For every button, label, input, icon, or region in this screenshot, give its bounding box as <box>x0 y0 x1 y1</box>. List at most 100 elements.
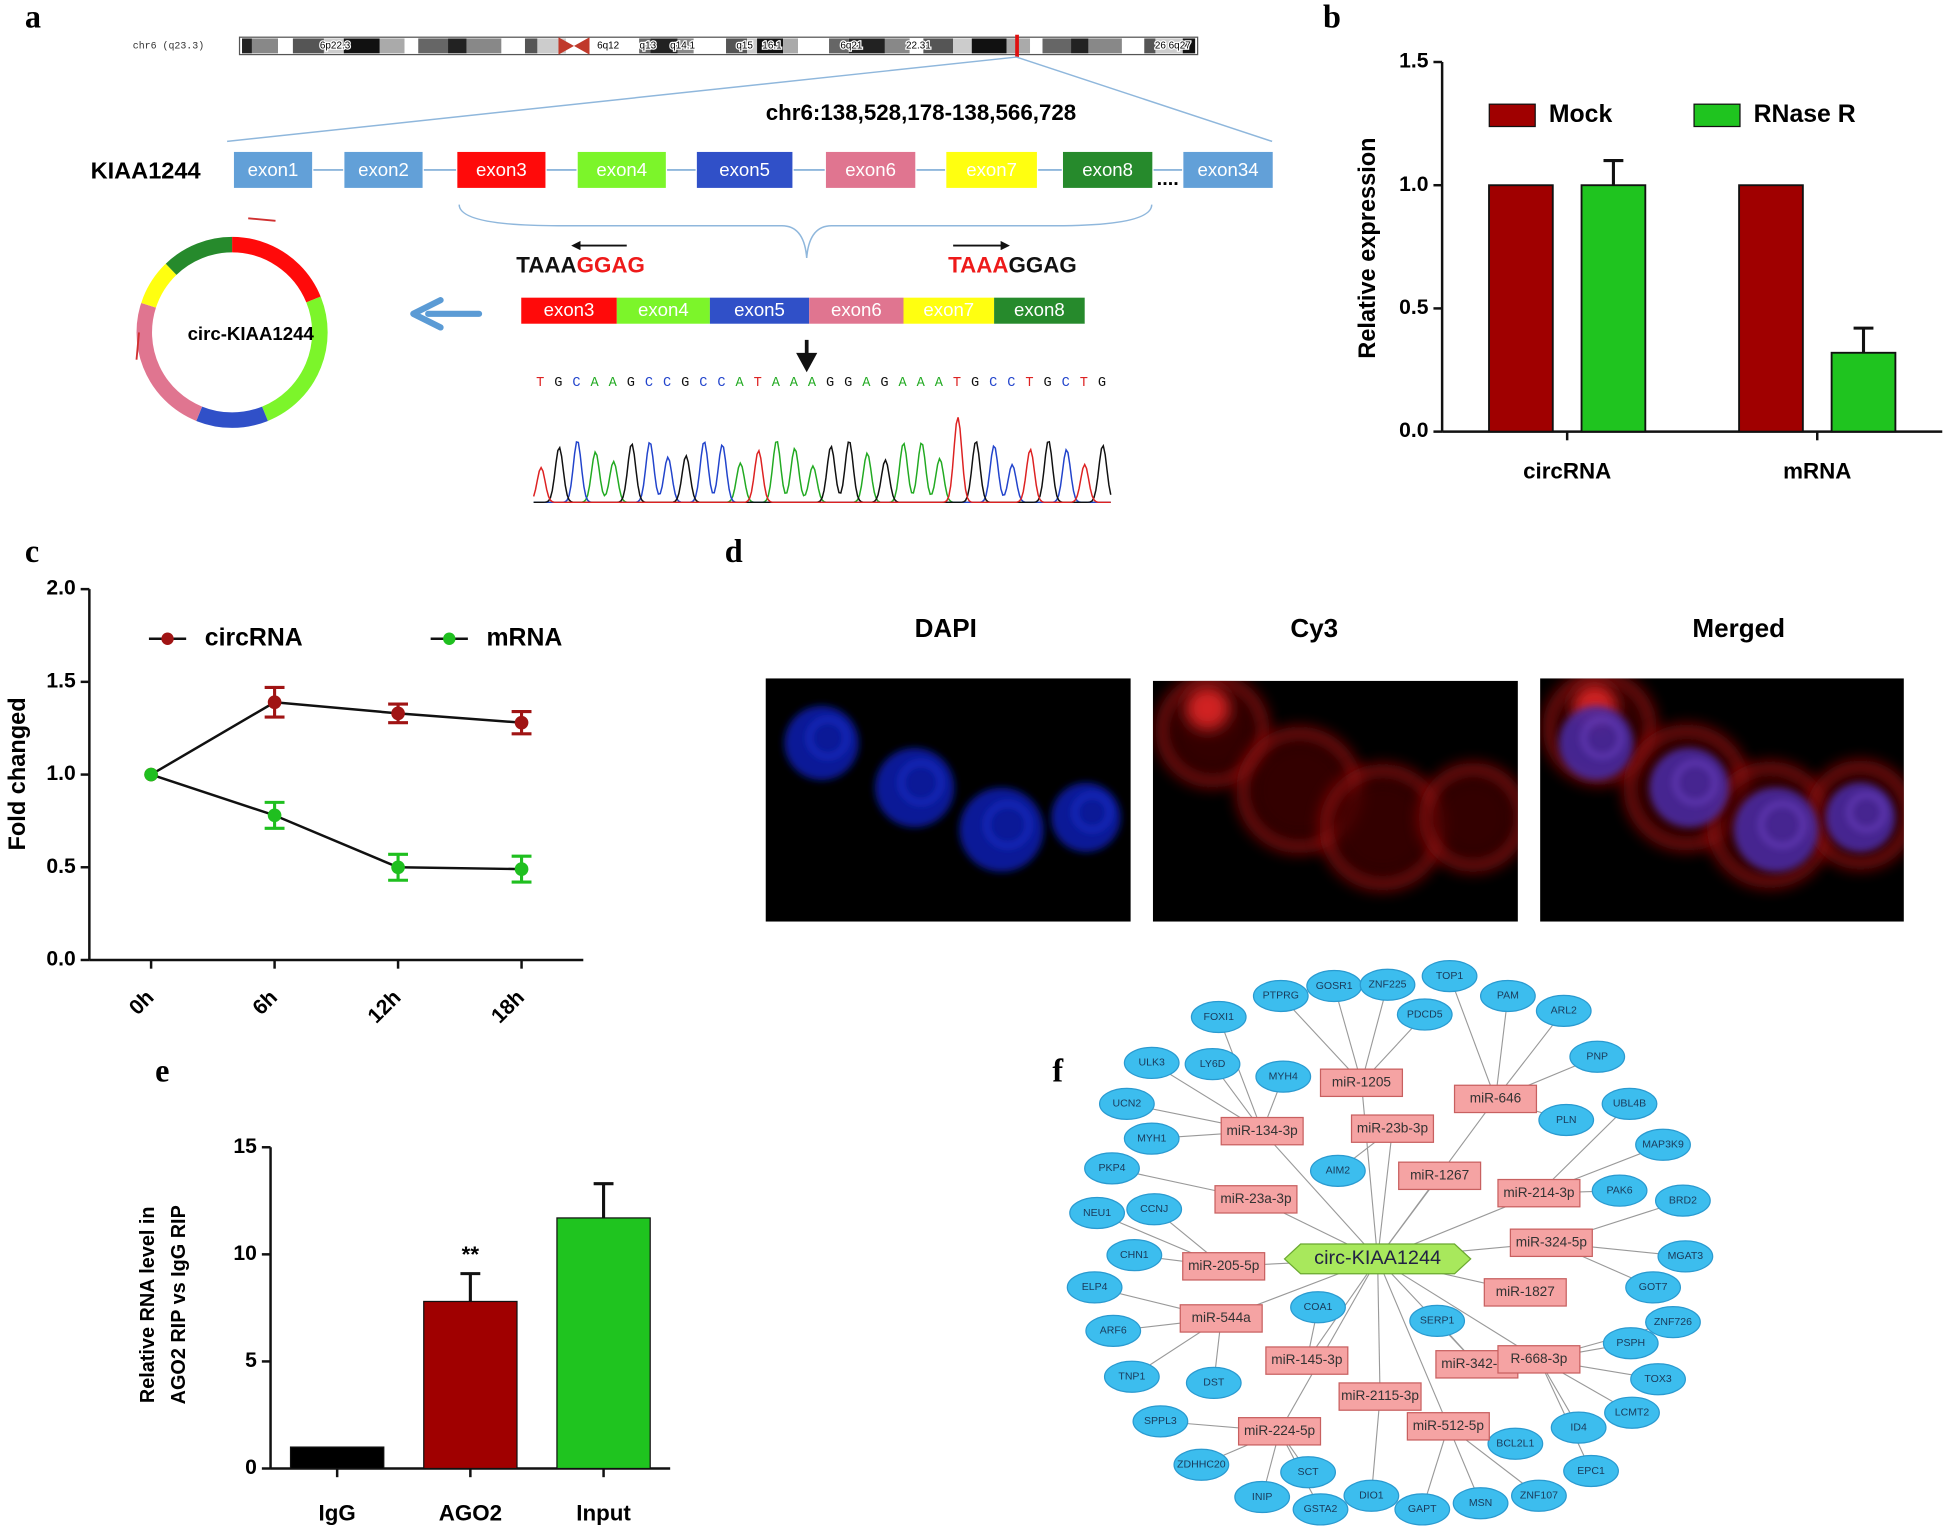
gene-label: UCN2 <box>1113 1098 1142 1110</box>
panel-label: a <box>25 0 41 34</box>
nucleus-texture <box>1673 760 1718 805</box>
legend-label: RNase R <box>1754 101 1856 128</box>
gene-node <box>1645 1306 1701 1339</box>
exon <box>456 150 547 190</box>
arrow <box>410 297 483 331</box>
panel-label: e <box>155 1053 169 1089</box>
base: G <box>844 376 852 391</box>
gene-label: BRD2 <box>1669 1194 1697 1206</box>
gene-label: PTPRG <box>1263 990 1299 1002</box>
chart: 0 5 10 15 Relative RNA level in AGO2 RIP vs I… <box>137 1135 671 1525</box>
chromosome-band <box>1155 38 1183 54</box>
y-tick-label: 0 <box>245 1456 257 1479</box>
legend-swatch <box>1693 103 1741 128</box>
y-axis-label: Relative expression <box>1354 137 1380 358</box>
edge <box>1279 1258 1379 1432</box>
mirna-label: miR-1827 <box>1496 1284 1555 1299</box>
mirna-node <box>1319 1068 1404 1098</box>
base: G <box>627 376 635 391</box>
ring-outline <box>135 235 329 430</box>
gene-label: ZNF107 <box>1520 1490 1558 1502</box>
mirna-label: miR-544a <box>1192 1310 1252 1325</box>
y-tick-label: 10 <box>233 1242 256 1265</box>
exon-label: exon5 <box>719 159 770 180</box>
base: A <box>862 376 871 391</box>
edge <box>1370 1396 1381 1496</box>
gene-node <box>1123 1046 1180 1080</box>
chromosome-band <box>650 38 678 54</box>
chromosome-band <box>404 38 419 54</box>
exon-label: exon2 <box>358 159 409 180</box>
y-tick-label: 0.0 <box>46 948 75 971</box>
image-label: Cy3 <box>1290 613 1338 643</box>
bar <box>423 1300 518 1470</box>
gene-label: MGAT3 <box>1668 1250 1704 1262</box>
gene-label: GAPT <box>1408 1503 1437 1515</box>
point <box>391 706 405 721</box>
chromosome-band <box>909 38 924 54</box>
mirna-label: miR-2115-3p <box>1341 1388 1419 1403</box>
gene-label: CCNJ <box>1140 1203 1168 1215</box>
band-label: 6q21 <box>840 41 863 52</box>
gene-node <box>1132 1405 1189 1438</box>
chromosome-band <box>884 38 910 54</box>
chromosome-band <box>953 38 972 54</box>
gene-label: DIO1 <box>1359 1490 1384 1502</box>
gene-label: PAK6 <box>1607 1184 1633 1196</box>
gene-label: PAM <box>1497 990 1519 1002</box>
y-axis-label: AGO2 RIP vs IgG RIP <box>168 1205 190 1404</box>
band-label: 6q12 <box>597 41 620 52</box>
mirna-label: miR-1205 <box>1332 1074 1391 1089</box>
chromosome-band <box>242 38 252 54</box>
gene-node <box>1309 1154 1366 1187</box>
gene-node <box>1185 1366 1242 1400</box>
gene-label: ELP4 <box>1082 1281 1108 1293</box>
base: G <box>1098 376 1106 391</box>
mirna-label: miR-646 <box>1470 1091 1522 1106</box>
mirna-node <box>1497 1178 1581 1208</box>
y-tick-label: 15 <box>233 1135 257 1158</box>
base: C <box>699 376 707 391</box>
chromosome-band <box>251 38 278 54</box>
x-tick-label: circRNA <box>1523 458 1611 483</box>
bar <box>1738 184 1804 433</box>
chromosome-band <box>1144 38 1156 54</box>
exon-label: exon3 <box>544 299 595 320</box>
line <box>150 700 522 776</box>
point <box>514 715 529 730</box>
gene-node <box>1635 1128 1691 1161</box>
point <box>267 808 282 823</box>
image-content <box>1542 678 1904 889</box>
nucleus-texture <box>1581 717 1623 759</box>
exon <box>809 297 904 324</box>
edge <box>1218 1016 1263 1132</box>
gene-label: ZDHHC20 <box>1177 1459 1226 1471</box>
bar <box>556 1217 651 1470</box>
x-tick-label: mRNA <box>1783 458 1851 483</box>
chromatogram-trace <box>533 440 1111 504</box>
primer-part: GGAG <box>577 253 645 278</box>
base: A <box>899 376 908 391</box>
exon-label: exon6 <box>831 299 882 320</box>
base: C <box>717 376 725 391</box>
edge <box>1280 995 1362 1084</box>
gene-node <box>1103 1360 1160 1393</box>
gene-label: PKP4 <box>1099 1162 1126 1174</box>
chromosome-band <box>418 38 449 54</box>
y-tick-label: 1.0 <box>46 762 75 785</box>
mirna-node <box>1509 1228 1593 1258</box>
gene-label: TOX3 <box>1644 1373 1671 1385</box>
gene-label: MYH4 <box>1269 1070 1298 1082</box>
gene-node <box>1601 1087 1658 1120</box>
exon-label: exon8 <box>1082 159 1133 180</box>
gene-node <box>1550 1411 1607 1444</box>
ring-segment <box>165 236 233 276</box>
gene-node <box>1255 1060 1312 1093</box>
base: C <box>989 376 997 391</box>
exon-label: exon4 <box>638 299 689 320</box>
bar <box>289 1446 385 1470</box>
band-label: 16.1 <box>762 41 782 52</box>
chromosome-band <box>379 38 405 54</box>
chromosome-band <box>466 38 502 54</box>
